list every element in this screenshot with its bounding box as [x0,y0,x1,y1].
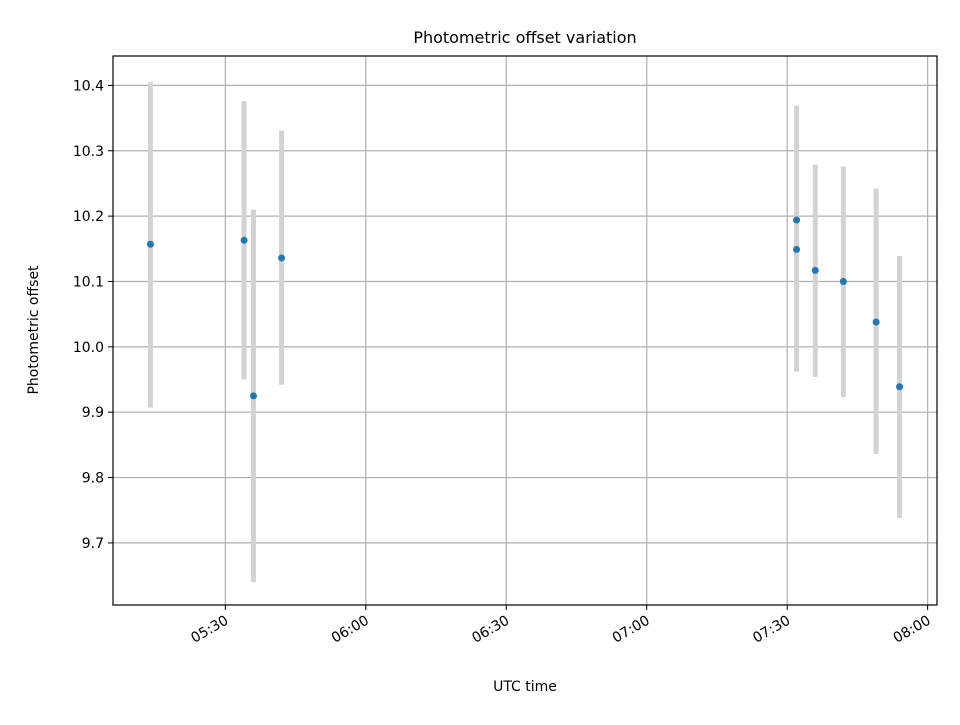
data-point [793,245,801,253]
y-tick-label: 10.1 [73,274,104,290]
data-point [811,266,819,274]
data-point [872,318,880,326]
data-points [146,216,904,400]
y-tick-label: 9.8 [82,471,104,487]
plot-frame [112,55,938,606]
data-point [896,383,904,391]
data-point [278,254,286,262]
y-tick-label: 10.2 [73,209,104,225]
data-point [839,277,847,285]
data-point [793,216,801,224]
y-axis-ticks: 9.7 9.8 9.9 10.0 10.1 10.2 10.3 10.4 [73,78,113,552]
x-axis-label: UTC time [493,679,557,695]
chart-title: Photometric offset variation [413,28,636,47]
y-tick-label: 10.3 [73,144,104,160]
y-tick-label: 9.7 [82,536,104,552]
data-point [240,236,248,244]
data-point [146,240,154,248]
grid [113,56,937,605]
y-tick-label: 10.4 [73,78,104,94]
y-tick-label: 10.0 [73,340,104,356]
y-tick-label: 9.9 [82,405,104,421]
data-point [249,392,257,400]
y-axis-label: Photometric offset [26,265,42,395]
